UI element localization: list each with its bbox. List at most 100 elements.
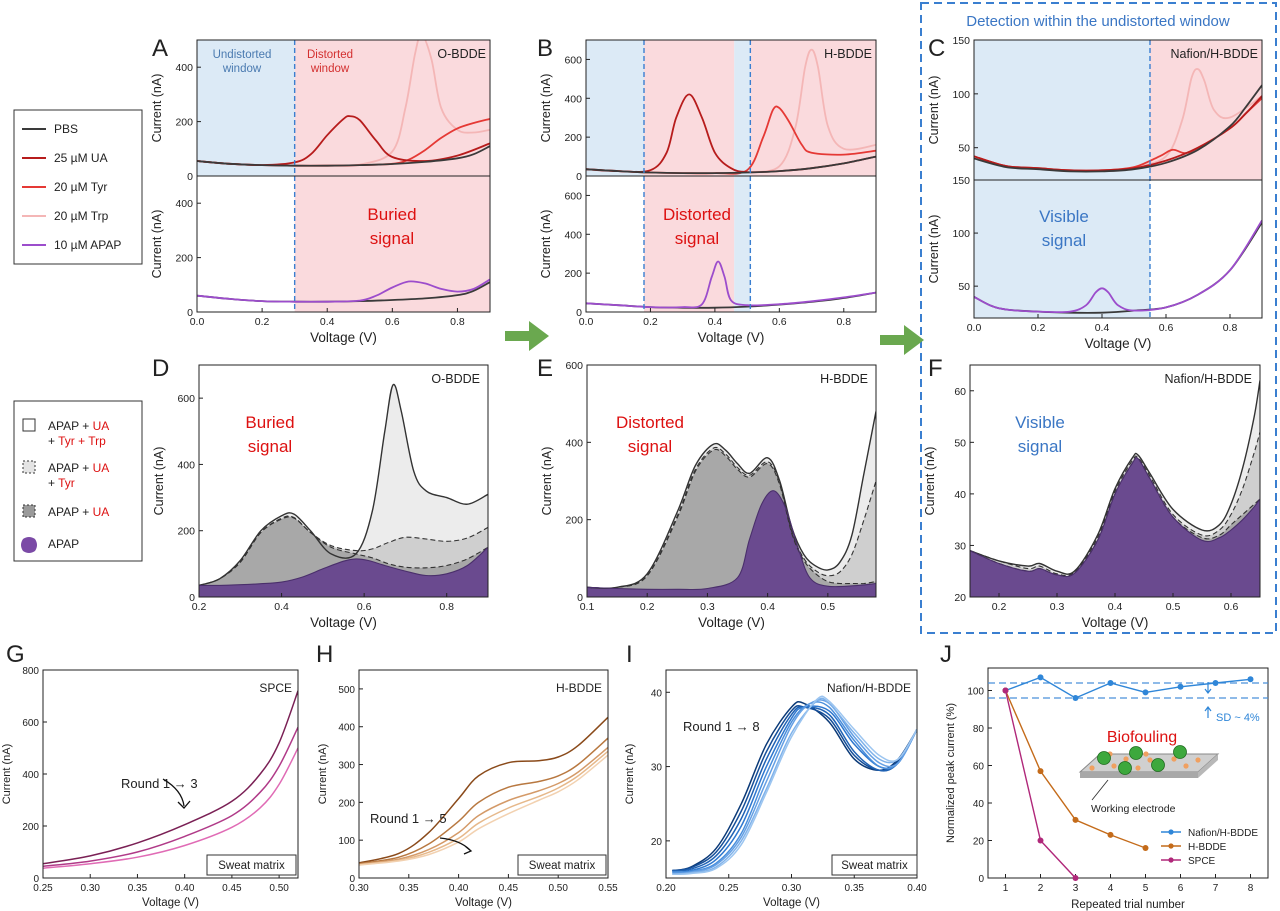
y-tick-label: 30 — [651, 763, 663, 774]
x-axis-label: Voltage (V) — [698, 330, 765, 345]
x-tick-label: 3 — [1073, 883, 1079, 894]
y-tick-label: 150 — [952, 175, 970, 187]
x-tick-label: 0.4 — [760, 601, 775, 613]
panel-title: Nafion/H-BDDE — [827, 681, 911, 695]
annotation-layer: PBS 25 µM UA 20 µM Tyr 20 µM Trp 10 µM APAP A… — [13, 109, 924, 562]
legend-label: APAP + UA — [48, 461, 109, 475]
series-line — [359, 737, 608, 865]
annotation-text: Sweat matrix — [529, 860, 596, 872]
panel-letter: H — [316, 641, 333, 668]
y-tick-label: 400 — [565, 437, 583, 449]
y-tick-label: 0 — [33, 874, 39, 885]
data-point — [1177, 683, 1184, 690]
legend-label-part: UA — [93, 461, 110, 475]
series-line — [586, 260, 876, 309]
x-tick-label: 0.8 — [439, 601, 454, 613]
y-tick-label: 200 — [22, 822, 39, 833]
annotation-text: window — [222, 63, 262, 75]
x-tick-label: 0.8 — [1223, 322, 1238, 334]
y-tick-label: 40 — [973, 799, 985, 810]
x-tick-label: 0.4 — [708, 316, 723, 328]
panel-letter: I — [626, 641, 633, 668]
series-line — [197, 278, 490, 303]
electrode-side — [1198, 754, 1218, 778]
y-tick-label: 80 — [973, 724, 985, 735]
y-tick-label: 50 — [958, 143, 970, 155]
x-axis-label: Voltage (V) — [142, 897, 199, 909]
y-tick-label: 0 — [187, 307, 193, 319]
x-tick-label: 0.2 — [255, 316, 270, 328]
y-axis-label: Current (nA) — [927, 76, 941, 145]
y-axis-label: Current (nA) — [317, 744, 329, 805]
legend-marker — [1168, 857, 1174, 863]
plot-frame — [358, 669, 609, 879]
annotation-text: Distorted — [663, 205, 731, 224]
trend-arrow — [162, 778, 191, 809]
plot-frame — [987, 667, 1269, 879]
x-tick-label: 0.4 — [1108, 601, 1123, 613]
y-tick-label: 0 — [576, 171, 582, 183]
y-tick-label: 600 — [177, 393, 195, 405]
fouling-particle — [1183, 763, 1189, 769]
y-tick-label: 200 — [565, 515, 583, 527]
panel-letter: A — [152, 35, 168, 62]
data-point — [1037, 837, 1044, 844]
panel-a: 0 200 400 0 200 400 0.0 0.2 0.4 0.6 0.8 Voltage (V)… — [150, 35, 491, 345]
y-axis-label: Current (nA) — [927, 215, 941, 284]
legend-label-part: Tyr — [58, 476, 75, 490]
series-line — [587, 446, 876, 589]
y-tick-label: 100 — [952, 228, 970, 240]
legend-label-part: APAP + — [48, 419, 93, 433]
y-tick-label: 400 — [175, 198, 193, 210]
series-line — [199, 516, 488, 586]
window-region — [1150, 40, 1262, 180]
annotation-text: window — [310, 63, 350, 75]
y-tick-label: 200 — [175, 253, 193, 265]
y-tick-label: 300 — [338, 761, 355, 772]
window-region — [974, 40, 1150, 318]
annotation-text: Visible — [1015, 413, 1065, 432]
y-tick-label: 40 — [954, 489, 966, 501]
y-axis-label: Current (nA) — [152, 447, 166, 516]
annotation-text: Buried — [367, 205, 416, 224]
sd-arrow — [1204, 682, 1212, 718]
sweat-matrix-box — [517, 854, 607, 876]
x-axis-label: Voltage (V) — [1082, 615, 1149, 630]
series-line — [970, 380, 1260, 575]
y-tick-label: 60 — [954, 386, 966, 398]
annotation-text: Round 1 → 8 — [683, 719, 760, 734]
plot-frame — [665, 669, 918, 879]
data-point — [1142, 845, 1149, 851]
x-axis-label: Voltage (V) — [310, 330, 377, 345]
data-point — [1037, 674, 1044, 681]
annotation-text: Sweat matrix — [841, 860, 908, 872]
x-tick-label: 0.0 — [579, 316, 594, 328]
x-tick-label: 0.25 — [33, 883, 53, 894]
panel-letter: F — [928, 355, 943, 382]
y-tick-label: 400 — [338, 723, 355, 734]
panel-b: 0 200 400 600 0 200 400 600 0.0 0.2 0.4 0.6 0.8 Volta… — [537, 35, 877, 345]
plot-frame — [585, 175, 877, 313]
y-tick-label: 50 — [958, 281, 970, 293]
y-tick-label: 0 — [577, 592, 583, 604]
electrode-edge — [1080, 772, 1198, 778]
legend-label: 10 µM APAP — [54, 238, 121, 252]
x-tick-label: 0.30 — [80, 883, 100, 894]
x-tick-label: 0.0 — [190, 316, 205, 328]
series-line — [672, 695, 917, 876]
x-tick-label: 0.50 — [269, 883, 289, 894]
fouling-particle — [1143, 751, 1149, 757]
x-tick-label: 0.30 — [782, 883, 802, 894]
series-line — [43, 726, 298, 868]
series-line — [672, 701, 917, 873]
detection-title: Detection within the undistorted window — [966, 13, 1230, 30]
legend-label: 20 µM Tyr — [54, 180, 107, 194]
x-tick-label: 0.40 — [907, 883, 927, 894]
data-point — [1072, 695, 1079, 701]
annotation-text: Distorted — [616, 413, 684, 432]
annotation-text: signal — [628, 437, 672, 456]
y-tick-label: 200 — [338, 798, 355, 809]
x-tick-label: 0.4 — [320, 316, 335, 328]
